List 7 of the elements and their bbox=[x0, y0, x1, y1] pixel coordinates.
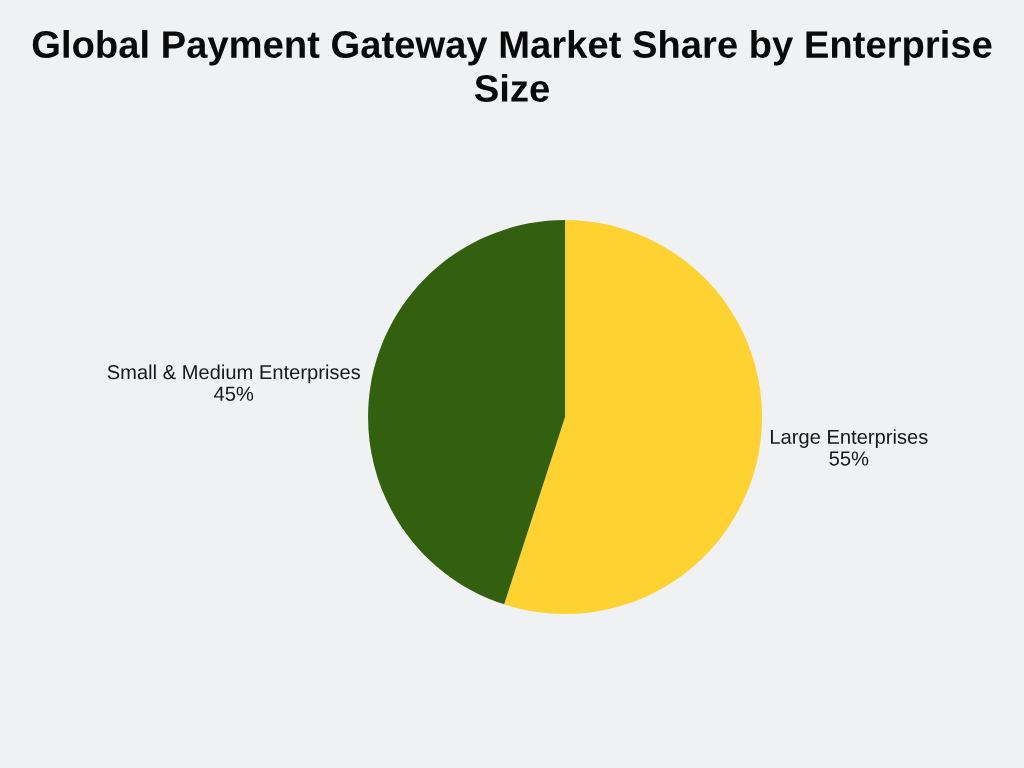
slice-label: Large Enterprises bbox=[770, 429, 928, 448]
data-label: 45% bbox=[214, 386, 254, 401]
pie-slice bbox=[368, 220, 566, 605]
pie-slice bbox=[504, 220, 763, 615]
data-label: 55% bbox=[829, 451, 869, 466]
chart-title: Global Payment Gateway Market Share by Enterprise Size bbox=[32, 30, 992, 102]
slice-label: Small & Medium Enterprises bbox=[107, 364, 361, 384]
